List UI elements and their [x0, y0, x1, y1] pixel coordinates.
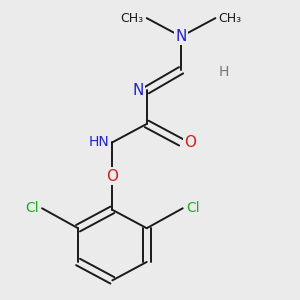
Text: CH₃: CH₃ [219, 12, 242, 25]
Text: HN: HN [88, 135, 109, 149]
Text: H: H [219, 65, 229, 79]
Text: CH₃: CH₃ [120, 12, 143, 25]
Text: N: N [176, 29, 187, 44]
Text: Cl: Cl [25, 201, 39, 215]
Text: O: O [106, 169, 119, 184]
Text: H: H [219, 65, 229, 79]
Text: N: N [132, 83, 143, 98]
Text: Cl: Cl [186, 201, 200, 215]
Text: O: O [184, 135, 196, 150]
